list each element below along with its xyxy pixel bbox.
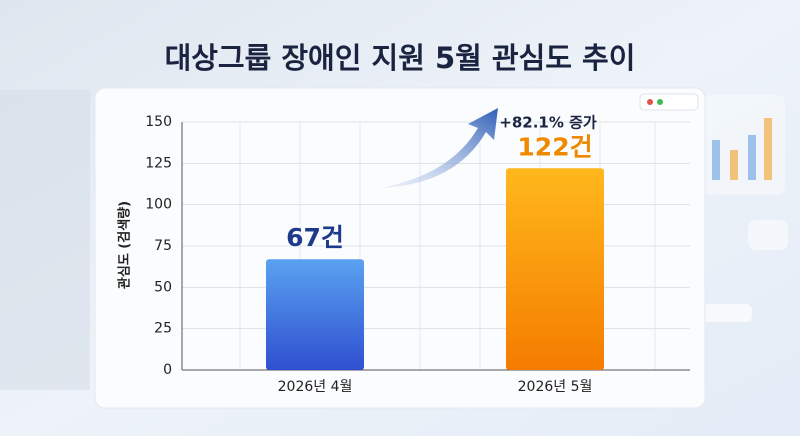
bar [266, 259, 364, 370]
value-label: 122건 [517, 132, 592, 161]
chart-card [94, 87, 706, 409]
y-tick-label: 100 [145, 197, 172, 213]
y-tick-label: 150 [145, 114, 172, 130]
deco-icon [706, 42, 740, 76]
deco-chip [692, 304, 752, 322]
deco-chip [748, 220, 788, 250]
y-axis-label: 관심도 (검색량) [117, 201, 133, 289]
window-controls [639, 93, 699, 111]
y-tick-label: 125 [145, 155, 172, 171]
bar [506, 168, 604, 370]
deco-bar [712, 140, 720, 180]
x-tick-label: 2026년 4월 [278, 379, 353, 395]
y-tick-label: 0 [163, 362, 172, 378]
deco-icon [660, 42, 694, 76]
annotation: +82.1% 증가 [499, 114, 597, 132]
x-tick-label: 2026년 5월 [518, 379, 593, 395]
y-tick-label: 25 [154, 321, 172, 337]
deco-bar [730, 150, 738, 180]
deco-bar [748, 135, 756, 180]
y-tick-label: 75 [154, 238, 172, 254]
growth-arrow [380, 108, 498, 188]
value-label: 67건 [286, 223, 344, 252]
backdrop-window [0, 90, 90, 390]
window-dot [657, 99, 663, 105]
y-tick-label: 50 [154, 279, 172, 295]
deco-bar [764, 118, 772, 180]
chart-title: 대상그룹 장애인 지원 5월 관심도 추이 [165, 41, 636, 75]
window-dot [647, 99, 653, 105]
